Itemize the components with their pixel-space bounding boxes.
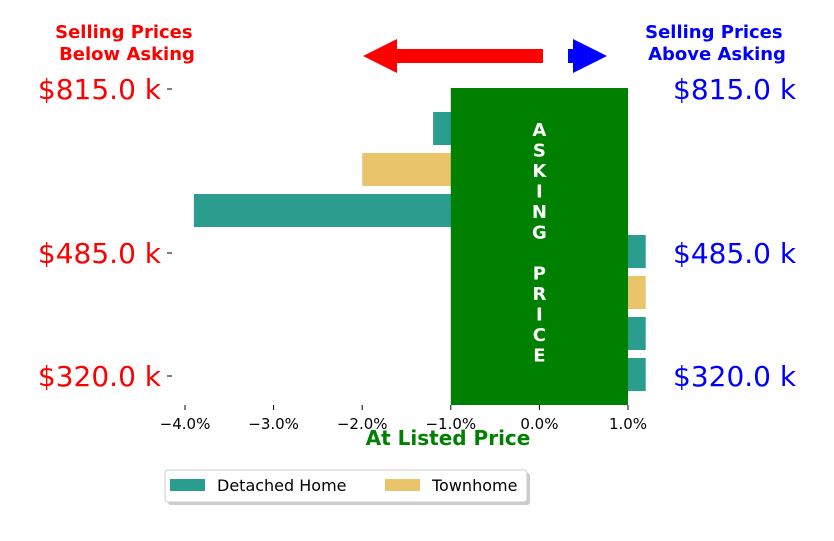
x-axis: −4.0% −3.0% −2.0% −1.0% 0.0% 1.0% xyxy=(160,405,647,433)
asking-letter: N xyxy=(532,202,547,223)
legend-label-detached: Detached Home xyxy=(217,476,347,495)
asking-letter: E xyxy=(533,346,545,367)
x-tick-label: −2.0% xyxy=(337,415,388,433)
price-labels: $815.0 k $815.0 k $485.0 k $485.0 k $320.0 k… xyxy=(38,73,797,393)
asking-letter: A xyxy=(532,120,546,141)
price-label-right: $320.0 k xyxy=(673,360,797,393)
left-header: Selling Prices Below Asking xyxy=(55,22,199,65)
price-label-right: $815.0 k xyxy=(673,73,797,106)
asking-price-band xyxy=(450,88,628,405)
asking-letter: K xyxy=(532,161,547,182)
asking-letter: I xyxy=(536,305,543,326)
asking-letter: I xyxy=(536,182,543,203)
x-tick-label: −3.0% xyxy=(248,415,299,433)
x-axis-label: At Listed Price xyxy=(366,426,531,450)
legend-swatch-townhome xyxy=(385,479,420,491)
legend: Detached Home Townhome xyxy=(164,469,530,505)
asking-letter: R xyxy=(532,284,546,305)
price-label-left: $320.0 k xyxy=(38,360,162,393)
asking-letter: C xyxy=(533,325,546,346)
right-arrow-icon xyxy=(568,39,607,73)
right-header-line-1: Selling Prices xyxy=(645,22,782,43)
left-header-line-2: Below Asking xyxy=(59,44,195,65)
asking-letter: G xyxy=(532,223,547,244)
left-header-line-1: Selling Prices xyxy=(55,22,192,43)
legend-label-townhome: Townhome xyxy=(431,476,517,495)
x-tick-label: −1.0% xyxy=(425,415,476,433)
legend-swatch-detached xyxy=(170,479,205,491)
asking-letter: P xyxy=(533,264,546,285)
left-arrow-icon xyxy=(363,39,543,73)
price-label-left: $815.0 k xyxy=(38,73,162,106)
asking-letter: S xyxy=(533,141,546,162)
x-tick-label: −4.0% xyxy=(160,415,211,433)
right-header-line-2: Above Asking xyxy=(648,44,786,65)
price-label-left: $485.0 k xyxy=(38,237,162,270)
price-label-right: $485.0 k xyxy=(673,237,797,270)
right-header: Selling Prices Above Asking xyxy=(645,22,789,65)
x-tick-label: 0.0% xyxy=(520,415,558,433)
x-tick-label: 1.0% xyxy=(609,415,647,433)
